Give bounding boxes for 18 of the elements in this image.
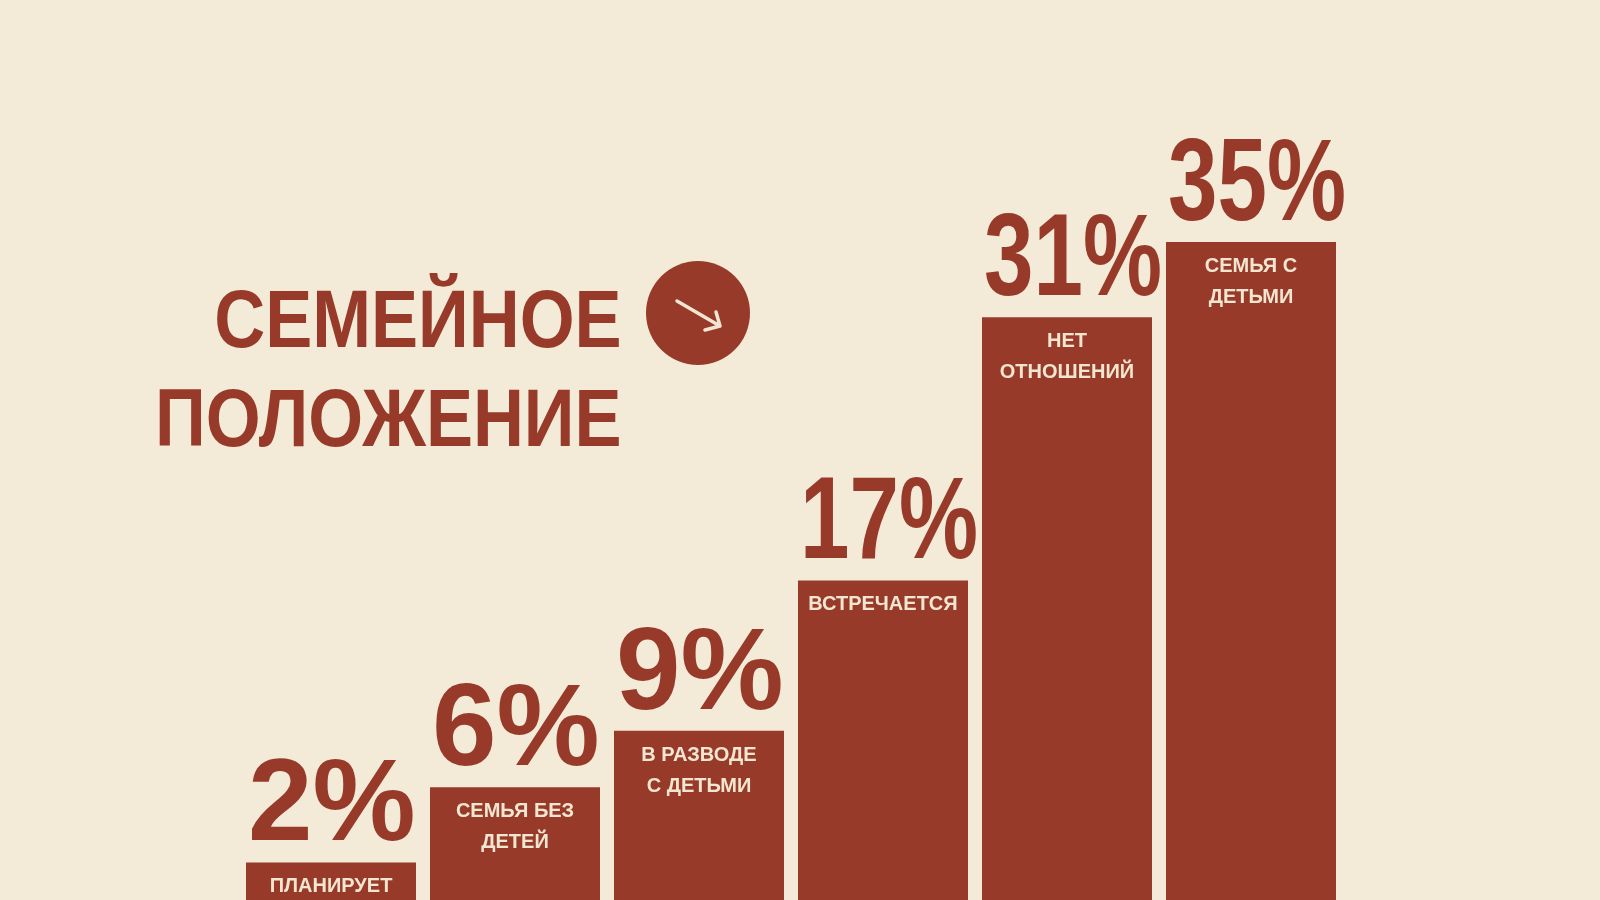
text: СЕМЕЙНОЕ ПОЛОЖЕНИЕ (155, 272, 622, 465)
x-tick-label: СЕМЬЯ С ДЕТЬМИ (1204, 254, 1298, 307)
bar (613, 730, 785, 900)
x-tick-label: В РАЗВОДЕ С ДЕТЬМИ (641, 742, 757, 796)
data-label: 35% (1167, 114, 1347, 245)
x-tick-label: ПЛАНИРУЕТ (269, 874, 393, 897)
bar (429, 787, 601, 900)
data-label: 9% (615, 603, 784, 734)
data-label: 17% (799, 452, 979, 584)
data-label: 31% (983, 189, 1163, 320)
data-label: 6% (431, 660, 600, 791)
bar (981, 317, 1153, 900)
bar (1165, 242, 1337, 900)
data-label: 2% (247, 735, 416, 866)
x-tick-label: НЕТ ОТНОШЕНИЙ (999, 329, 1135, 383)
x-tick-label: ВСТРЕЧАЕТСЯ (808, 592, 958, 615)
x-tick-label: СЕМЬЯ БЕЗ ДЕТЕЙ (455, 799, 575, 853)
bar (797, 580, 969, 900)
